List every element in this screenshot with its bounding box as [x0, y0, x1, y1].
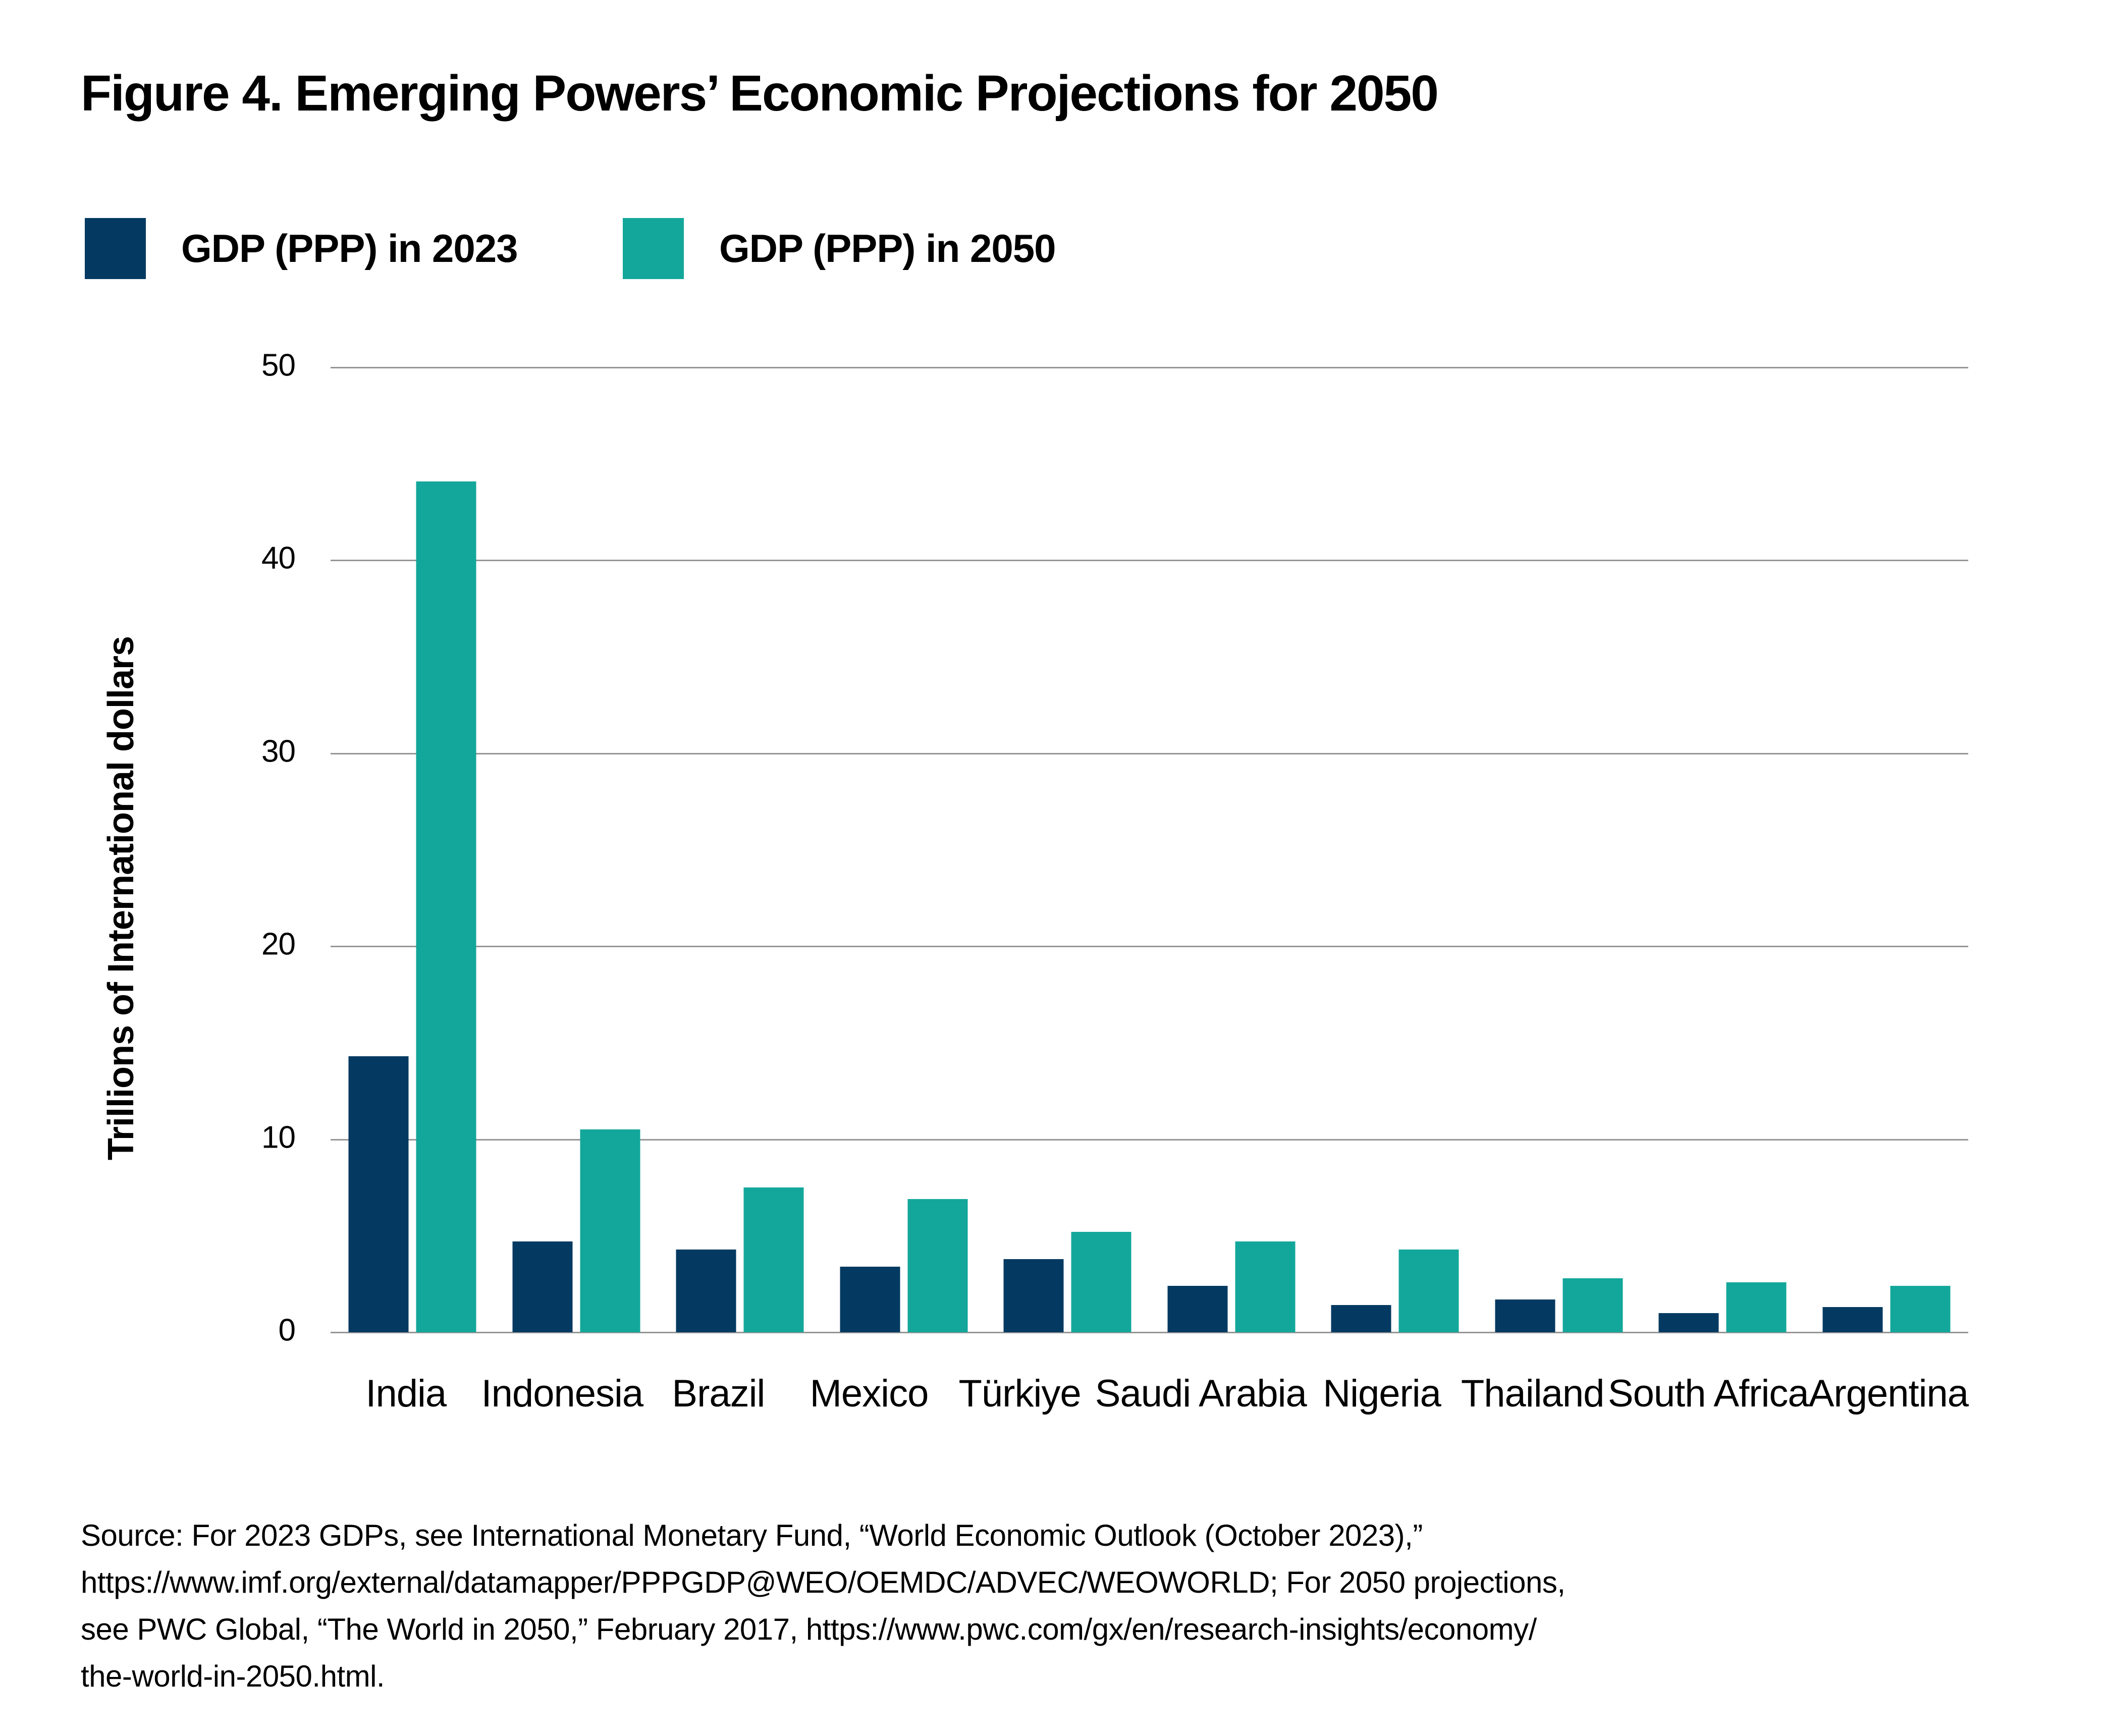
bar-2050-nigeria [1398, 1249, 1459, 1332]
legend-item-2023: GDP (PPP) in 2023 [85, 218, 518, 279]
y-tick-label-40: 40 [261, 541, 296, 576]
source-line-4: the-world-in-2050.html. [81, 1659, 385, 1693]
source-line-1: Source: For 2023 GDPs, see International… [81, 1518, 1423, 1552]
bar-2023-thailand [1495, 1299, 1555, 1332]
source-line-2: https://www.imf.org/external/datamapper/… [81, 1565, 1566, 1599]
bar-2050-argentina [1890, 1286, 1951, 1332]
bar-group-south-africa [1641, 367, 1805, 1332]
bar-group-india [331, 367, 495, 1332]
bar-2050-mexico [907, 1199, 968, 1332]
bars-layer [331, 367, 1968, 1332]
x-tick-label-india: India [365, 1372, 447, 1415]
x-axis-labels: India Indonesia Brazil Mexico Türkiye Saudi A… [331, 1372, 1969, 1416]
bar-2023-türkiye [1003, 1259, 1064, 1332]
bar-pair [1495, 367, 1623, 1332]
bar-pair [1658, 367, 1787, 1332]
gridline-y-20: 20 [261, 927, 1968, 962]
x-tick-label-mexico: Mexico [810, 1372, 929, 1415]
page-title: Figure 4. Emerging Powers’ Economic Proj… [81, 65, 1439, 122]
bar-2023-nigeria [1331, 1305, 1391, 1332]
bar-2050-thailand [1562, 1278, 1623, 1332]
y-tick-label-30: 30 [261, 734, 296, 769]
x-tick-label-brazil: Brazil [672, 1372, 765, 1415]
x-tick-label-indonesia: Indonesia [481, 1372, 644, 1415]
bar-2050-indonesia [580, 1129, 640, 1332]
gridline-y-50: 50 [261, 348, 1968, 383]
source-line-3: see PWC Global, “The World in 2050,” Feb… [81, 1612, 1537, 1646]
x-tick-label-south-africa: South Africa [1607, 1372, 1809, 1415]
bar-2050-south-africa [1726, 1282, 1787, 1332]
y-tick-label-20: 20 [261, 927, 296, 962]
x-tick-label-thailand: Thailand [1461, 1372, 1605, 1415]
gridline-y-0: 0 [279, 1313, 1968, 1348]
bar-group-brazil [658, 367, 822, 1332]
legend-label-2023: GDP (PPP) in 2023 [181, 226, 518, 270]
x-tick-label-nigeria: Nigeria [1323, 1372, 1441, 1415]
bar-group-türkiye [986, 367, 1150, 1332]
source-text: Source: For 2023 GDPs, see International… [81, 1512, 2049, 1700]
y-tick-label-0: 0 [278, 1313, 296, 1348]
y-axis-title: Trillions of International dollars [101, 636, 141, 1161]
bar-pair [840, 367, 968, 1332]
x-tick-label-türkiye: Türkiye [958, 1372, 1081, 1415]
bar-2023-argentina [1822, 1307, 1883, 1332]
legend-swatch-2023 [85, 218, 146, 279]
chart-plot-area: 0 10 20 30 40 50 [261, 348, 1968, 1348]
x-tick-label-saudi-arabia: Saudi Arabia [1095, 1372, 1307, 1415]
bar-pair [1003, 367, 1131, 1332]
bar-pair [512, 367, 640, 1332]
bar-2050-türkiye [1071, 1232, 1131, 1332]
bar-2023-indonesia [512, 1241, 573, 1332]
legend-swatch-2050 [623, 218, 684, 279]
y-tick-label-10: 10 [261, 1120, 296, 1155]
bar-group-nigeria [1313, 367, 1477, 1332]
bar-group-thailand [1477, 367, 1641, 1332]
bar-pair [1822, 367, 1951, 1332]
bar-group-indonesia [495, 367, 659, 1332]
legend-label-2050: GDP (PPP) in 2050 [719, 226, 1056, 270]
bar-2023-south-africa [1658, 1313, 1719, 1332]
bar-group-saudi-arabia [1150, 367, 1314, 1332]
bar-group-argentina [1805, 367, 1969, 1332]
bar-2050-india [416, 481, 476, 1332]
bar-2050-saudi-arabia [1235, 1241, 1296, 1332]
bar-2023-mexico [840, 1266, 900, 1332]
bar-group-mexico [822, 367, 986, 1332]
y-tick-label-50: 50 [261, 348, 296, 383]
bar-pair [1331, 367, 1459, 1332]
gridline-y-30: 30 [261, 734, 1968, 769]
bar-2023-saudi-arabia [1167, 1286, 1228, 1332]
bar-pair [1167, 367, 1296, 1332]
gridline-y-40: 40 [261, 541, 1968, 576]
bar-pair [676, 367, 804, 1332]
bar-pair [348, 367, 476, 1332]
bar-2023-india [348, 1056, 409, 1332]
bar-2023-brazil [676, 1249, 736, 1332]
bar-2050-brazil [743, 1187, 804, 1332]
x-tick-label-argentina: Argentina [1808, 1372, 1969, 1415]
gridline-y-10: 10 [261, 1120, 1968, 1155]
legend-item-2050: GDP (PPP) in 2050 [623, 218, 1056, 279]
